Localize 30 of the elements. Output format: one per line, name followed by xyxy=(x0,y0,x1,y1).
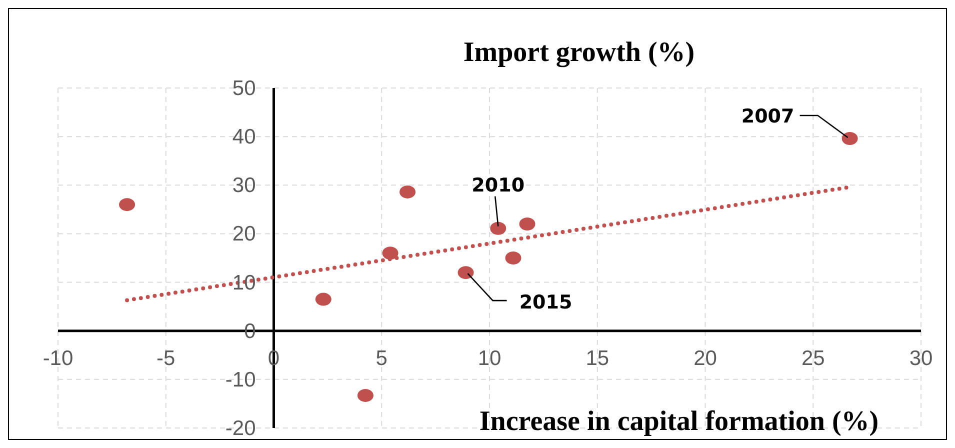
x-tick-label: 30 xyxy=(909,346,933,370)
point xyxy=(382,246,398,260)
y-tick-label: 20 xyxy=(232,222,256,246)
point xyxy=(490,222,506,235)
annotation: 2015 xyxy=(519,292,572,314)
x-tick-label: 15 xyxy=(586,346,610,370)
point xyxy=(315,292,332,306)
point xyxy=(400,185,416,198)
x-axis-title: Increase in capital formation (%) xyxy=(479,406,879,437)
x-tick-label: 10 xyxy=(478,346,502,370)
y-tick-label: -20 xyxy=(225,417,256,440)
y-tick-label: 50 xyxy=(232,77,256,100)
x-tick-label: 20 xyxy=(694,346,717,370)
y-tick-label: 10 xyxy=(232,271,256,294)
x-tick-label: -5 xyxy=(156,346,176,370)
point xyxy=(842,132,858,146)
point xyxy=(119,198,136,212)
annotation: 2010 xyxy=(472,174,525,196)
point xyxy=(505,252,522,264)
point xyxy=(458,266,474,280)
annotation: 2007 xyxy=(741,106,794,128)
point xyxy=(357,388,374,402)
y-tick-label: -10 xyxy=(225,368,256,392)
point xyxy=(519,218,536,230)
x-tick-label: 25 xyxy=(801,346,825,370)
y-tick-label: 40 xyxy=(232,126,256,149)
y-tick-label: 30 xyxy=(232,174,256,198)
chart-title: Import growth (%) xyxy=(463,37,695,68)
x-tick-label: 5 xyxy=(376,346,388,370)
x-tick-label: -10 xyxy=(42,346,74,370)
